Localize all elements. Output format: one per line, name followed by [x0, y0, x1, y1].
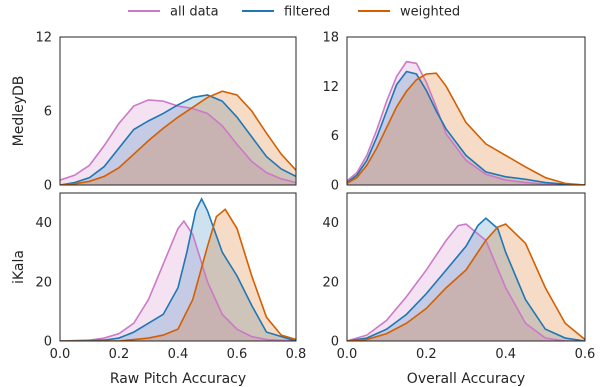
area-weighted — [347, 224, 585, 341]
line-filtered — [60, 94, 296, 185]
line-weighted — [60, 90, 296, 185]
x-tick-label: 0.2 — [416, 347, 437, 362]
plot-area — [347, 60, 585, 185]
line-filtered — [347, 70, 585, 185]
x-tick-label: 0.6 — [227, 347, 248, 362]
panel-medleydb-raw: 0 6 12 — [35, 31, 297, 194]
row-label-medleydb: MedleyDB — [11, 76, 27, 147]
y-tick-label: 6 — [331, 129, 339, 144]
area-weighted — [60, 91, 296, 185]
line-weighted — [347, 223, 585, 341]
legend-entry-filtered: filtered — [242, 5, 330, 20]
x-tick-label: 0.0 — [337, 347, 358, 362]
axes-frame — [346, 192, 586, 342]
line-all-data — [347, 60, 585, 185]
plot-area — [60, 90, 296, 185]
y-tick-label: 0 — [331, 179, 339, 194]
x-tick-label: 0.6 — [575, 347, 596, 362]
x-axis-label-raw-pitch-accuracy: Raw Pitch Accuracy — [110, 371, 246, 387]
panel-medleydb-overall: 0 6 12 18 — [322, 31, 586, 194]
x-tick-label: 0.4 — [168, 347, 189, 362]
y-tick-label: 0 — [44, 179, 52, 194]
x-axis-label-overall-accuracy: Overall Accuracy — [407, 371, 525, 387]
panels: 0 6 12 0 6 12 18 0 20 40 0.0 0.2 0.4 0.6 0.8 0 20 40 0.0 0.… — [35, 31, 595, 363]
x-tick-label: 0.4 — [495, 347, 516, 362]
row-label-ikala: iKala — [11, 250, 27, 284]
line-filtered — [347, 217, 585, 341]
y-tick-label: 0 — [44, 335, 52, 350]
line-all-data — [60, 219, 296, 341]
line-filtered — [60, 197, 296, 341]
y-tick-label: 20 — [35, 275, 52, 290]
area-all-data — [60, 221, 296, 341]
x-tick-label: 0.8 — [286, 347, 307, 362]
axes-frame — [59, 36, 297, 186]
y-tick-label: 18 — [322, 31, 339, 46]
y-tick-label: 40 — [35, 216, 52, 231]
area-weighted — [347, 73, 585, 185]
legend: all data filtered weighted — [128, 5, 460, 20]
legend-label: weighted — [400, 5, 460, 20]
axes-frame — [346, 36, 586, 186]
panel-ikala-raw: 0 20 40 0.0 0.2 0.4 0.6 0.8 — [35, 192, 307, 362]
plot-area — [347, 217, 585, 341]
area-all-data — [347, 224, 585, 341]
area-filtered — [347, 71, 585, 185]
line-weighted — [347, 72, 585, 185]
line-all-data — [347, 223, 585, 341]
area-filtered — [60, 198, 296, 341]
x-tick-label: 0.2 — [109, 347, 130, 362]
y-tick-label: 12 — [35, 31, 52, 46]
area-weighted — [60, 209, 296, 341]
axes-frame — [59, 192, 297, 342]
axis-labels: MedleyDB iKala Raw Pitch Accuracy Overall A… — [11, 76, 525, 387]
legend-label: all data — [170, 5, 219, 20]
y-tick-label: 0 — [331, 335, 339, 350]
y-tick-label: 6 — [44, 105, 52, 120]
x-tick-label: 0.0 — [50, 347, 71, 362]
line-weighted — [60, 208, 296, 341]
area-all-data — [60, 99, 296, 185]
area-filtered — [347, 218, 585, 341]
y-tick-label: 12 — [322, 80, 339, 95]
y-tick-label: 20 — [322, 275, 339, 290]
legend-label: filtered — [284, 5, 330, 20]
legend-entry-weighted: weighted — [358, 5, 460, 20]
legend-entry-all-data: all data — [128, 5, 219, 20]
panel-ikala-overall: 0 20 40 0.0 0.2 0.4 0.6 — [322, 192, 596, 362]
line-all-data — [60, 99, 296, 184]
y-tick-label: 40 — [322, 216, 339, 231]
plot-area — [60, 197, 296, 341]
